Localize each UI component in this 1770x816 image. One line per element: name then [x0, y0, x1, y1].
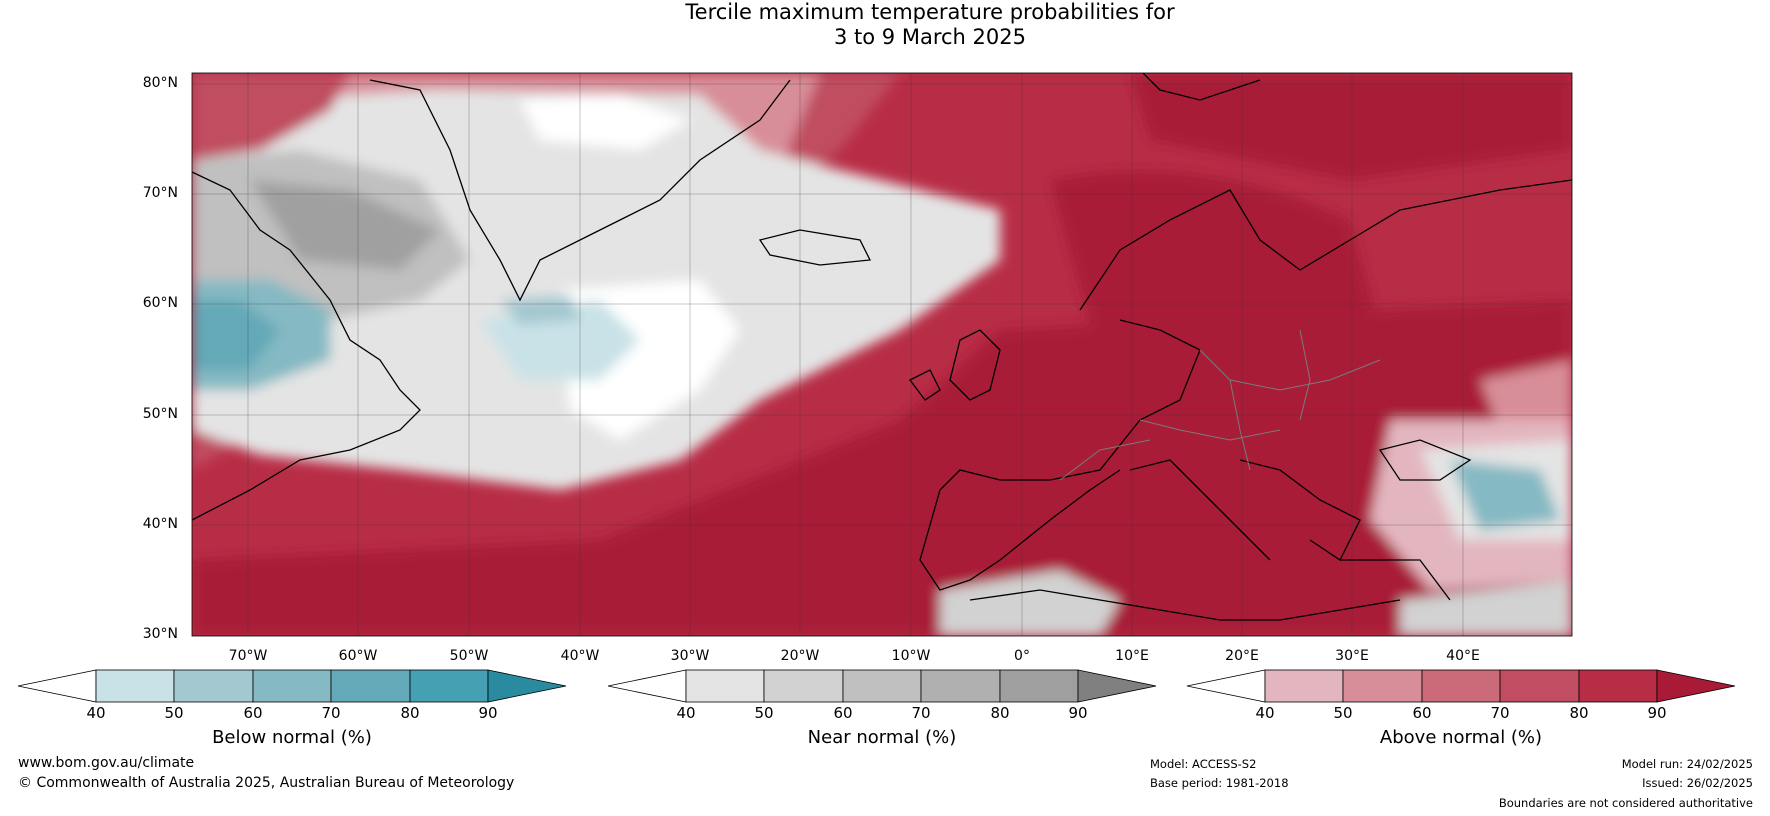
colorbar-near-label: Near normal (%): [807, 727, 957, 748]
lon-label-20w: 20°W: [780, 648, 820, 664]
near-tick-70: 70: [911, 704, 931, 722]
copyright-text: © Commonwealth of Australia 2025, Austra…: [18, 775, 515, 791]
lon-label-70w: 70°W: [228, 648, 268, 664]
country-borders: [1059, 329, 1381, 481]
below-tick-60: 60: [243, 704, 263, 722]
lat-label-30n: 30°N: [142, 626, 178, 642]
near-tick-80: 80: [990, 704, 1010, 722]
near-tick-40: 40: [676, 704, 696, 722]
lat-label-80n: 80°N: [142, 75, 178, 91]
below-tick-40: 40: [86, 704, 106, 722]
coastlines: [192, 73, 1572, 621]
above-tick-50: 50: [1333, 704, 1353, 722]
title-line-2: 3 to 9 March 2025: [834, 25, 1026, 49]
lon-label-10e: 10°E: [1115, 648, 1149, 664]
lon-label-30w: 30°W: [670, 648, 710, 664]
above-tick-80: 80: [1569, 704, 1589, 722]
base-period-text: Base period: 1981-2018: [1150, 776, 1289, 790]
lon-label-60w: 60°W: [338, 648, 378, 664]
website-link[interactable]: www.bom.gov.au/climate: [18, 755, 195, 771]
below-tick-80: 80: [400, 704, 420, 722]
model-text: Model: ACCESS-S2: [1150, 757, 1257, 771]
graticule: [192, 73, 1572, 636]
above-tick-70: 70: [1490, 704, 1510, 722]
colorbar-below: [17, 669, 567, 703]
colorbar-above-label: Above normal (%): [1379, 727, 1543, 748]
lon-label-10w: 10°W: [891, 648, 931, 664]
colorbar-above: [1186, 669, 1736, 703]
title-line-1: Tercile maximum temperature probabilitie…: [685, 0, 1175, 24]
lat-label-70n: 70°N: [142, 185, 178, 201]
near-tick-60: 60: [833, 704, 853, 722]
lon-label-40w: 40°W: [560, 648, 600, 664]
lon-label-30e: 30°E: [1335, 648, 1369, 664]
colorbar-below-label: Below normal (%): [212, 727, 372, 748]
below-tick-50: 50: [164, 704, 184, 722]
lon-label-0: 0°: [1014, 648, 1030, 664]
lat-label-50n: 50°N: [142, 406, 178, 422]
lon-label-50w: 50°W: [449, 648, 489, 664]
issued-text: Issued: 26/02/2025: [1642, 776, 1753, 790]
lat-label-40n: 40°N: [142, 516, 178, 532]
disclaimer-text: Boundaries are not considered authoritat…: [1498, 796, 1753, 810]
chart-title: Tercile maximum temperature probabilitie…: [0, 0, 1770, 50]
lon-label-20e: 20°E: [1225, 648, 1259, 664]
above-tick-90: 90: [1647, 704, 1667, 722]
lat-label-60n: 60°N: [142, 295, 178, 311]
above-tick-60: 60: [1412, 704, 1432, 722]
above-tick-40: 40: [1255, 704, 1275, 722]
model-run-text: Model run: 24/02/2025: [1621, 757, 1753, 771]
lon-label-40e: 40°E: [1446, 648, 1480, 664]
below-tick-90: 90: [478, 704, 498, 722]
probability-field: [192, 73, 1572, 636]
near-tick-50: 50: [754, 704, 774, 722]
below-tick-70: 70: [321, 704, 341, 722]
near-tick-90: 90: [1068, 704, 1088, 722]
colorbar-near: [607, 669, 1157, 703]
